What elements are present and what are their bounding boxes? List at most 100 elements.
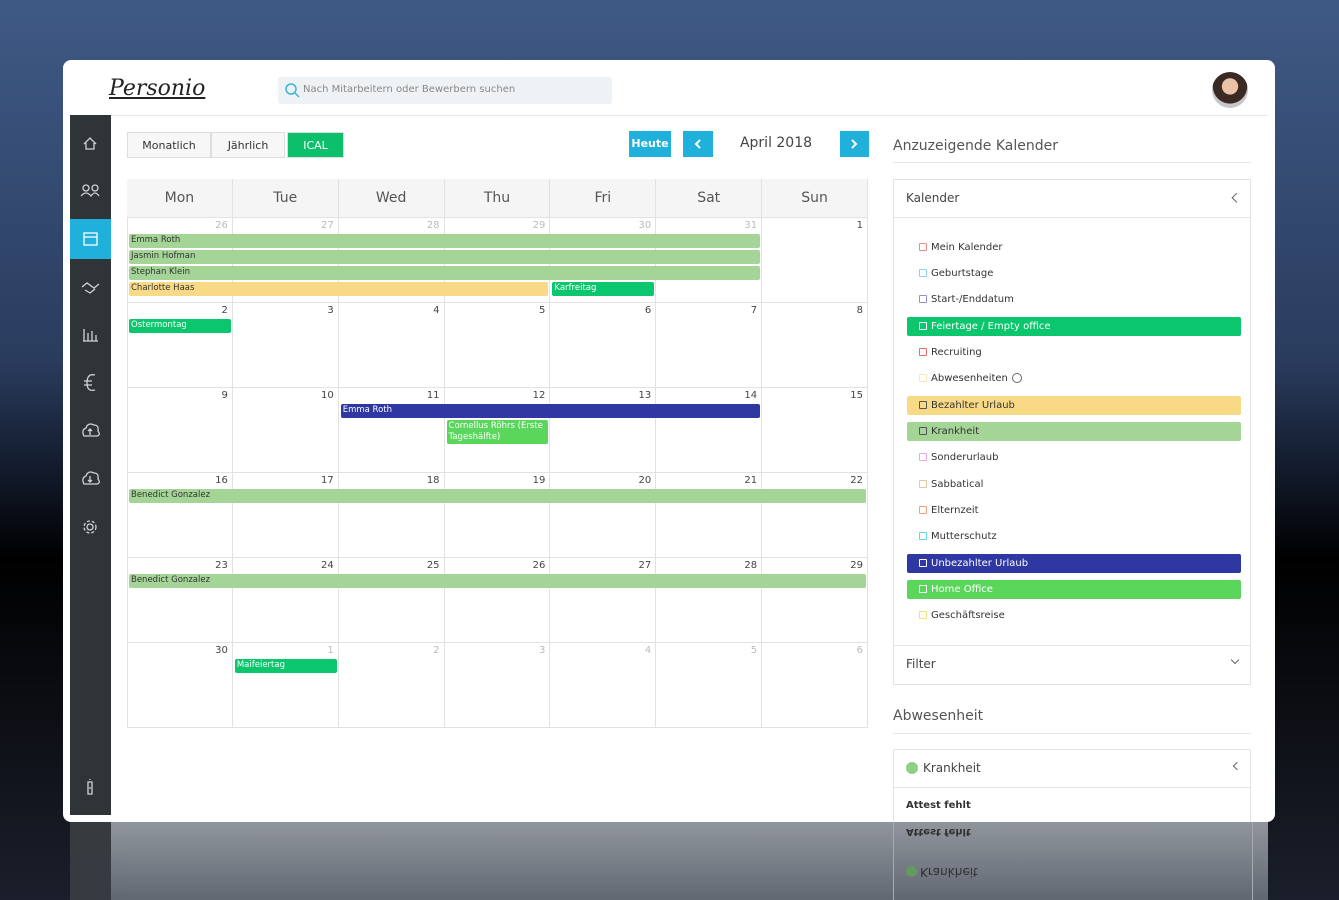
info-icon[interactable]: [87, 779, 93, 795]
day-cell[interactable]: 12: [444, 388, 551, 473]
day-cell[interactable]: 25: [338, 558, 445, 643]
day-cell[interactable]: 18: [338, 473, 445, 558]
calendar-toggle[interactable]: Elternzeit: [907, 501, 1241, 520]
day-cell[interactable]: 8: [762, 303, 868, 388]
day-cell[interactable]: 3: [232, 303, 339, 388]
reflection-status: Attest fehlt: [906, 826, 971, 837]
event-bar[interactable]: Emma Roth: [129, 234, 761, 248]
calendar-toggle[interactable]: Geschäftsreise: [907, 606, 1241, 625]
event-bar[interactable]: Benedict Gonzalez: [129, 489, 866, 503]
day-cell[interactable]: 31: [656, 218, 763, 303]
day-cell[interactable]: 11: [338, 388, 445, 473]
day-cell[interactable]: 29: [762, 558, 868, 643]
day-cell[interactable]: 4: [338, 303, 445, 388]
day-cell[interactable]: 14: [656, 388, 763, 473]
collapse-chevron[interactable]: [1232, 761, 1242, 771]
event-bar[interactable]: Benedict Gonzalez: [129, 574, 866, 588]
calendar-box-title[interactable]: Kalender: [906, 191, 960, 205]
calendar-toggle[interactable]: Sonderurlaub: [907, 448, 1241, 467]
calendar-toggle[interactable]: Abwesenheiten: [907, 369, 1241, 388]
next-button[interactable]: [840, 131, 869, 157]
calendar-toggle[interactable]: Recruiting: [907, 343, 1241, 362]
event-bar[interactable]: Charlotte Haas: [129, 282, 549, 296]
calendar-toggle[interactable]: Mein Kalender: [907, 238, 1241, 257]
day-cell[interactable]: 1: [232, 643, 339, 728]
calendar-checkbox: [919, 585, 927, 593]
day-cell[interactable]: 19: [444, 473, 551, 558]
day-cell[interactable]: 2: [338, 643, 445, 728]
day-cell[interactable]: 26: [444, 558, 551, 643]
expand-chevron[interactable]: [1230, 655, 1240, 665]
logo[interactable]: Personio: [109, 76, 206, 101]
calendar-toggle-label: Feiertage / Empty office: [931, 321, 1051, 332]
event-bar[interactable]: Karfreitag: [552, 282, 655, 296]
day-cell[interactable]: 28: [656, 558, 763, 643]
day-cell[interactable]: 24: [232, 558, 339, 643]
reports-icon[interactable]: [83, 329, 98, 342]
absence-type[interactable]: Krankheit: [923, 761, 981, 775]
download-icon[interactable]: [82, 471, 100, 485]
event-bar[interactable]: Cornellus Röhrs (Erste Tageshälfte): [446, 420, 549, 444]
calendar-toggle[interactable]: Krankheit: [907, 422, 1241, 441]
day-cell[interactable]: 10: [232, 388, 339, 473]
handshake-icon[interactable]: [81, 282, 100, 294]
day-number: 6: [644, 305, 652, 316]
day-cell[interactable]: 5: [444, 303, 551, 388]
day-cell[interactable]: 7: [656, 303, 763, 388]
team-icon[interactable]: [80, 184, 100, 198]
day-cell[interactable]: 6: [550, 303, 657, 388]
day-cell[interactable]: 3: [444, 643, 551, 728]
event-bar[interactable]: Ostermontag: [129, 319, 231, 333]
calendar-toggle[interactable]: Geburtstage: [907, 264, 1241, 283]
event-bar[interactable]: Emma Roth: [340, 404, 761, 418]
day-cell[interactable]: 4: [550, 643, 657, 728]
event-bar[interactable]: Maifeiertag: [234, 659, 337, 673]
search-box[interactable]: Nach Mitarbeitern oder Bewerbern suchen: [278, 77, 612, 104]
calendar-toggle[interactable]: Feiertage / Empty office: [907, 317, 1241, 336]
home-icon[interactable]: [83, 137, 97, 150]
filter-label[interactable]: Filter: [906, 657, 936, 671]
day-cell[interactable]: 27: [550, 558, 657, 643]
info-icon[interactable]: [1011, 373, 1022, 383]
day-cell[interactable]: 13: [550, 388, 657, 473]
view-button[interactable]: Jährlich: [211, 132, 285, 158]
day-number: 29: [532, 220, 546, 231]
prev-button[interactable]: [683, 131, 713, 157]
calendar-checkbox: [919, 559, 927, 567]
calendar-toggle[interactable]: Sabbatical: [907, 475, 1241, 494]
calendar-toggle[interactable]: Mutterschutz: [907, 527, 1241, 546]
day-cell[interactable]: 30: [127, 643, 233, 728]
day-number: 4: [433, 305, 440, 316]
day-cell[interactable]: 17: [232, 473, 339, 558]
day-cell[interactable]: 15: [762, 388, 868, 473]
day-cell[interactable]: 21: [656, 473, 763, 558]
calendar-toggle[interactable]: Start-/Enddatum: [907, 290, 1241, 309]
day-cell[interactable]: 9: [127, 388, 233, 473]
day-cell[interactable]: 6: [762, 643, 868, 728]
calendar-icon[interactable]: [83, 232, 98, 246]
day-cell[interactable]: 23: [127, 558, 233, 643]
day-cell[interactable]: 20: [550, 473, 657, 558]
avatar[interactable]: [1212, 72, 1248, 108]
view-button[interactable]: ICAL: [287, 132, 344, 158]
upload-icon[interactable]: [82, 423, 100, 437]
nav-icons[interactable]: [70, 115, 111, 815]
calendar-checkbox: [919, 480, 927, 488]
payroll-icon[interactable]: [84, 374, 96, 391]
view-button[interactable]: Monatlich: [127, 132, 211, 158]
calendar-checkbox: [919, 427, 927, 435]
calendar-toggle[interactable]: Home Office: [907, 580, 1241, 599]
collapse-chevron[interactable]: [1231, 192, 1242, 203]
day-cell[interactable]: 22: [762, 473, 868, 558]
calendar-checkbox: [919, 374, 927, 382]
event-bar[interactable]: Jasmin Hofman: [129, 250, 761, 264]
calendar-toggle[interactable]: Bezahlter Urlaub: [907, 396, 1241, 415]
calendar-toggle[interactable]: Unbezahlter Urlaub: [907, 554, 1241, 573]
event-bar[interactable]: Stephan Klein: [129, 266, 761, 280]
day-cell[interactable]: 5: [656, 643, 763, 728]
day-cell[interactable]: 16: [127, 473, 233, 558]
settings-icon[interactable]: [83, 520, 97, 534]
today-button[interactable]: Heute: [629, 131, 671, 157]
day-cell[interactable]: 1: [762, 218, 868, 303]
day-cell[interactable]: 2: [127, 303, 233, 388]
